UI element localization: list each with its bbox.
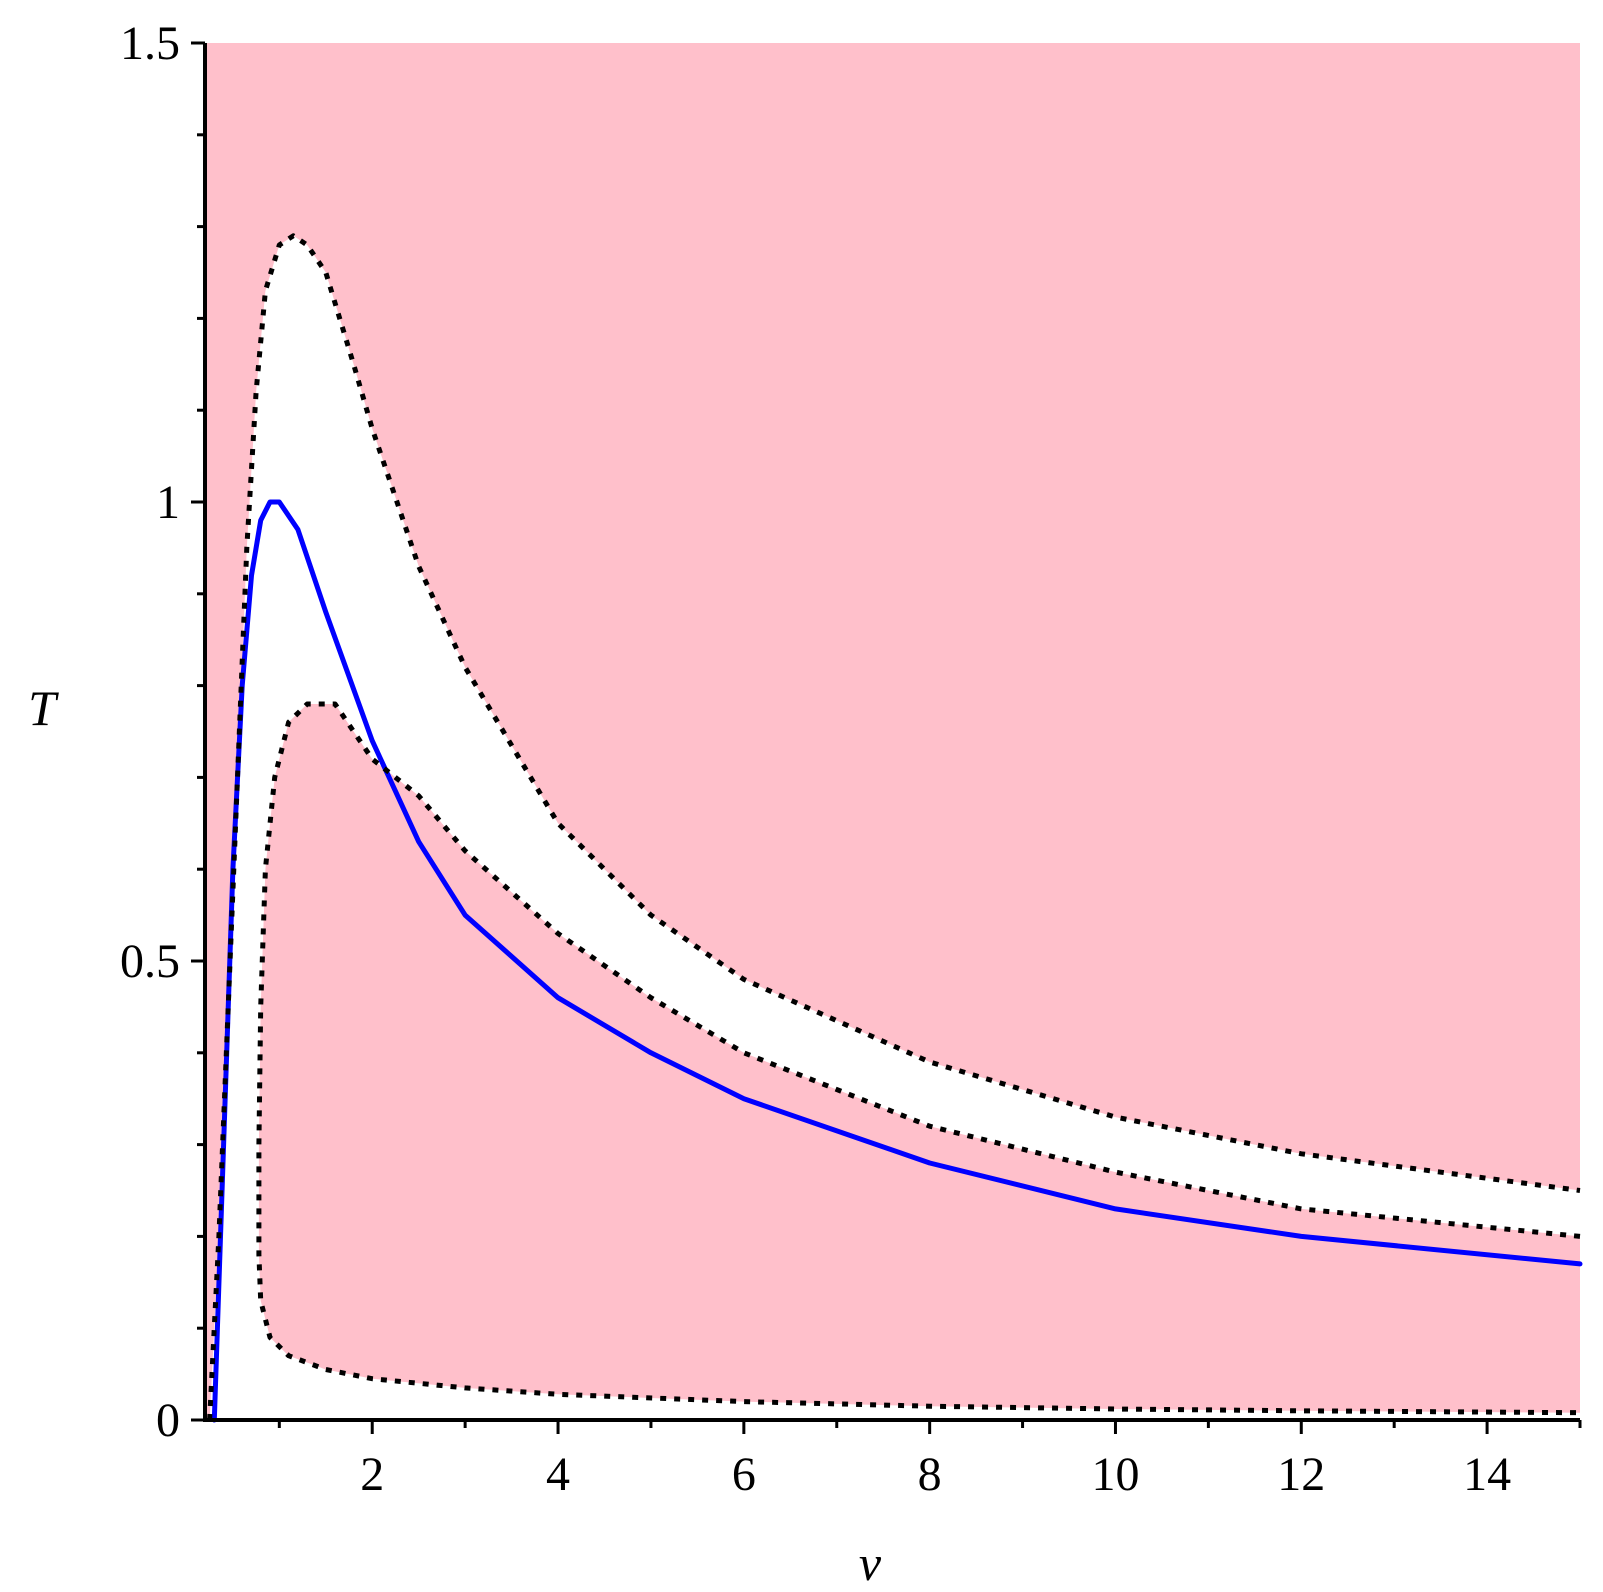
- shaded-regions: [205, 43, 1580, 1420]
- y-tick-label: 0: [156, 1394, 180, 1447]
- x-axis-title: v: [859, 1535, 882, 1591]
- x-tick-label: 2: [360, 1448, 384, 1501]
- axes: [203, 43, 1580, 1422]
- dotted-curve-1: [207, 233, 1581, 1421]
- y-axis-title: T: [28, 680, 59, 736]
- solid-curve: [211, 499, 1583, 1423]
- x-tick-label: 12: [1277, 1448, 1325, 1501]
- y-tick-label: 0.5: [120, 935, 180, 988]
- x-tick-label: 8: [918, 1448, 942, 1501]
- y-tick-label: 1: [156, 476, 180, 529]
- shaded-region-upper: [205, 43, 1580, 1420]
- x-tick-label: 4: [546, 1448, 570, 1501]
- y-tick-label: 1.5: [120, 17, 180, 70]
- x-tick-label: 14: [1463, 1448, 1511, 1501]
- ticks: 2 4 6 8 10 12 14 0 0.5 1 1.5: [120, 17, 1582, 1501]
- x-tick-label: 10: [1091, 1448, 1139, 1501]
- shaded-region-lower: [258, 704, 1580, 1413]
- curves: [207, 233, 1583, 1423]
- x-tick-label: 6: [732, 1448, 756, 1501]
